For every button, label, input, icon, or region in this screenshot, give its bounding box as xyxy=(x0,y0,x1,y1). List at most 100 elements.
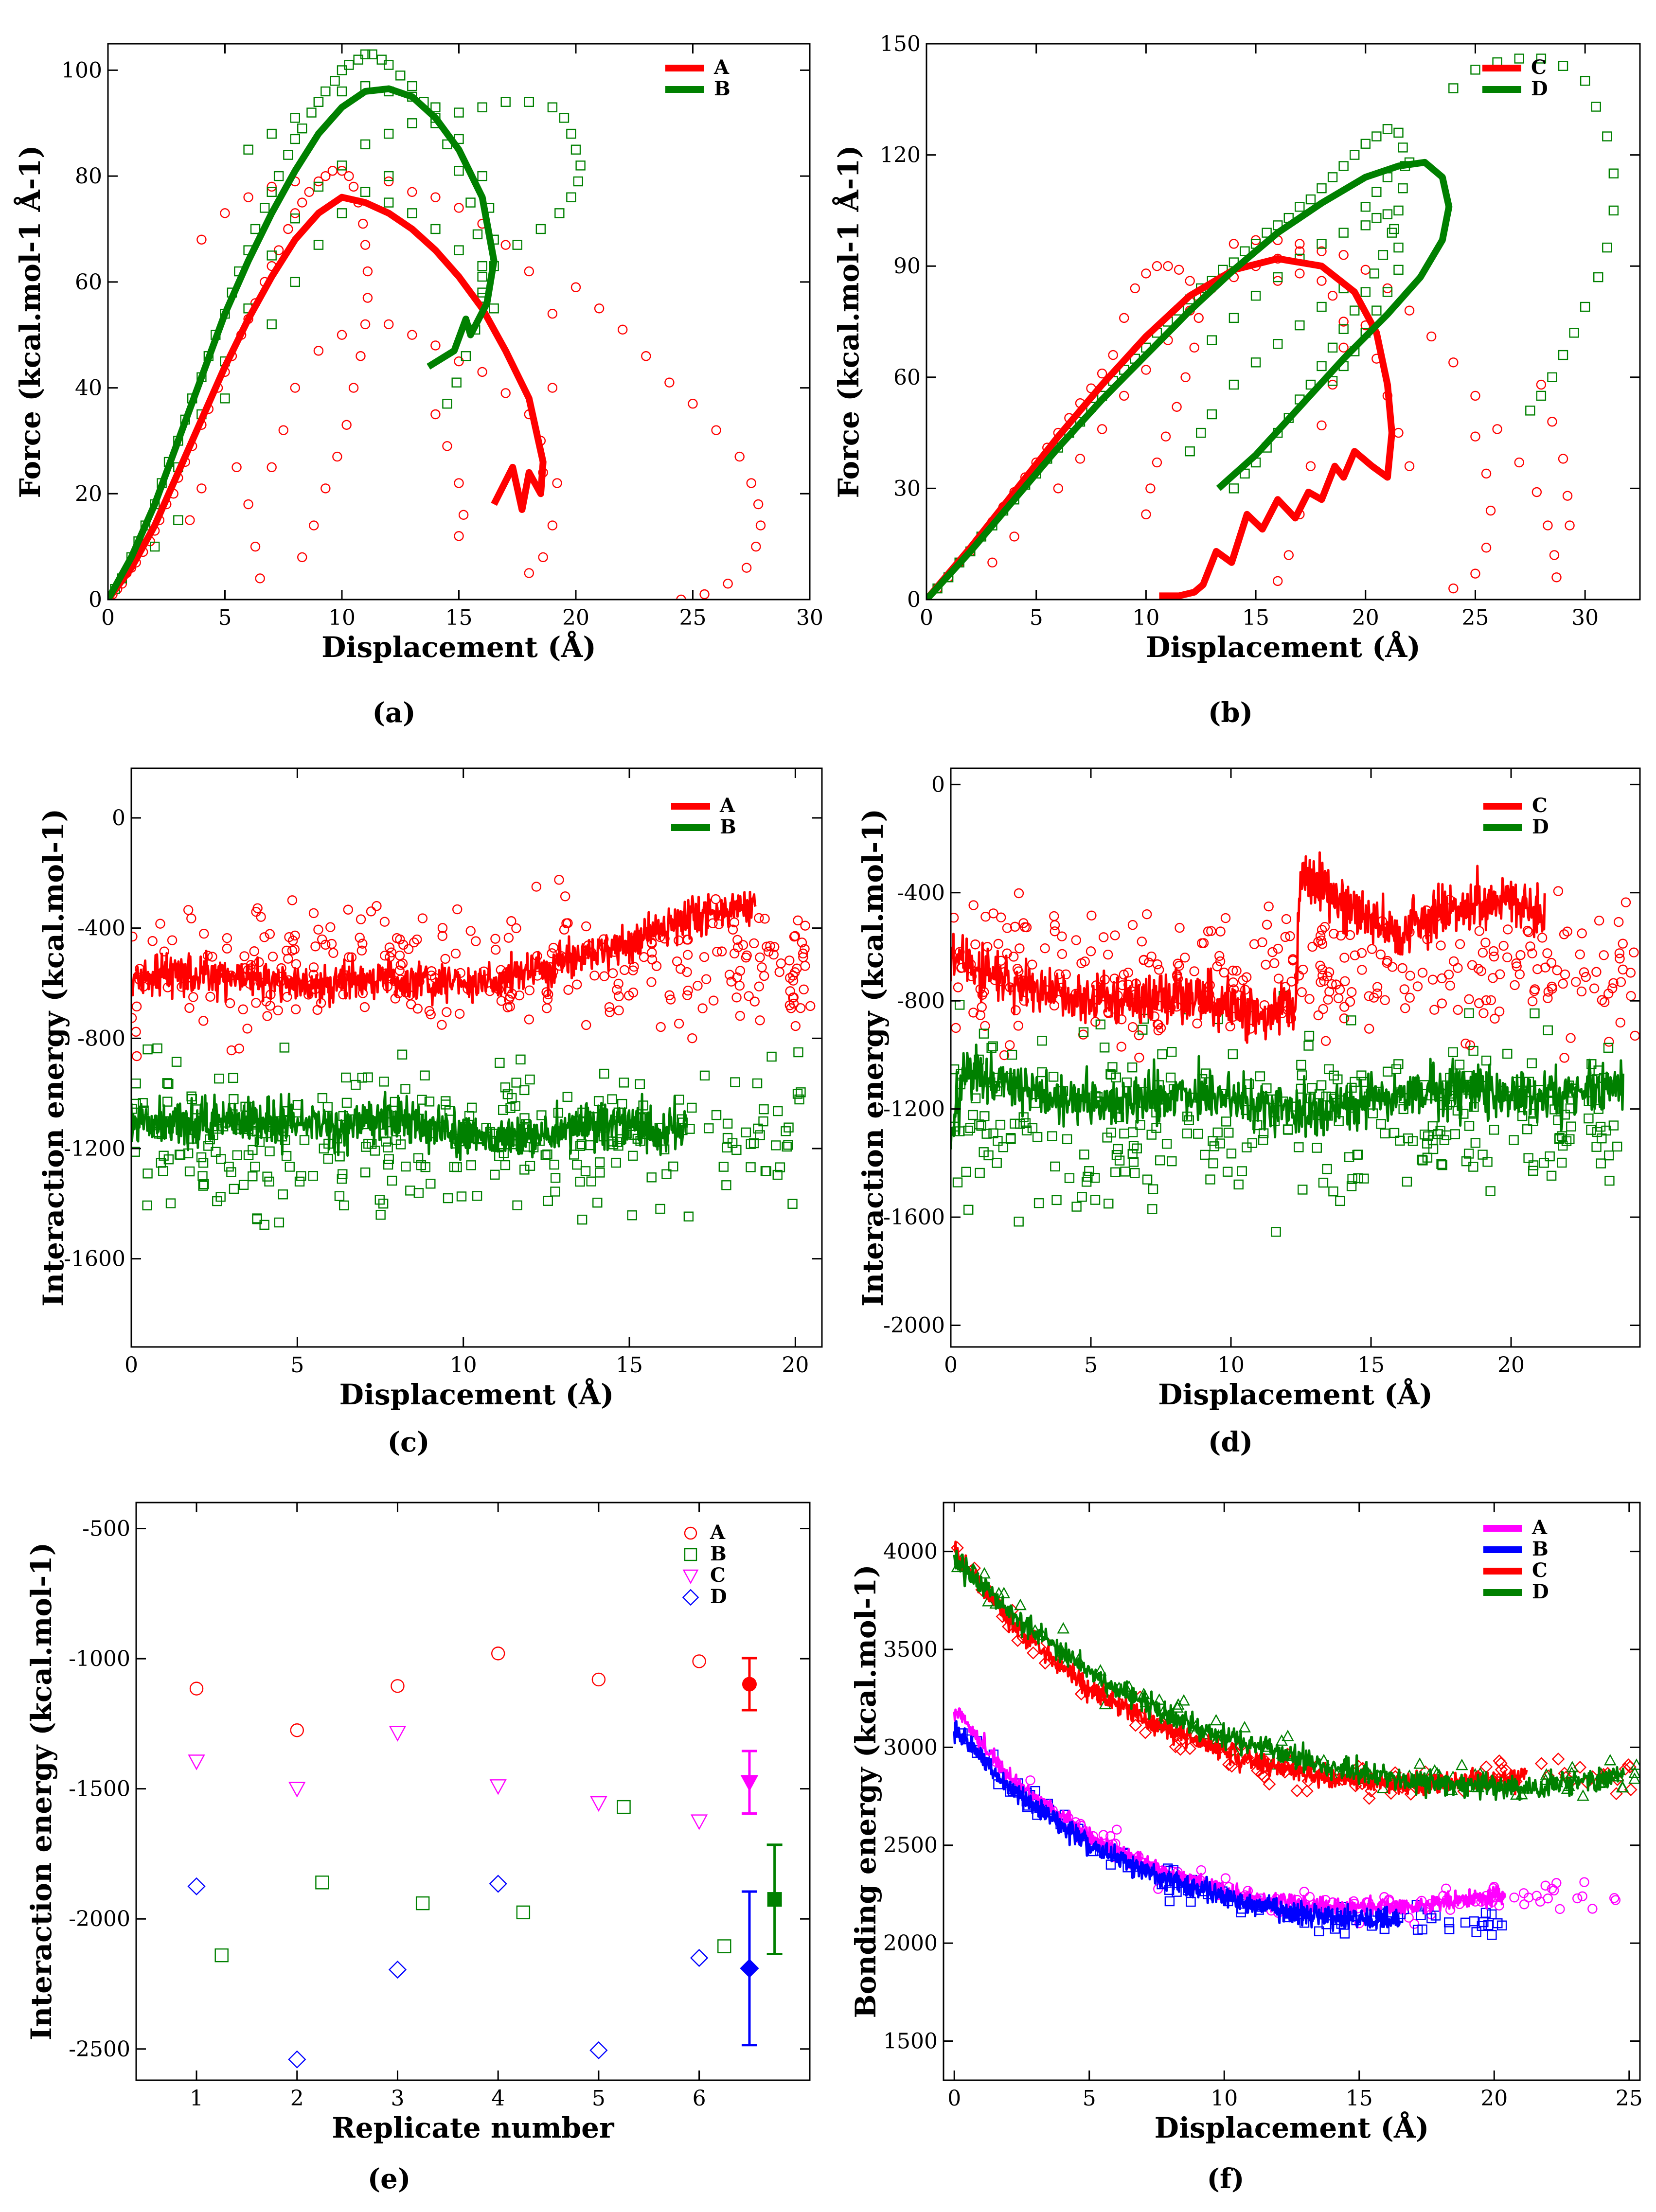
data-point xyxy=(1603,1753,1617,1766)
x-tick-label: 20 xyxy=(1480,2086,1508,2111)
data-point xyxy=(1549,550,1560,560)
data-point xyxy=(1612,1141,1622,1152)
data-point xyxy=(477,367,487,377)
data-point xyxy=(1629,947,1639,957)
data-point xyxy=(472,229,483,240)
data-point xyxy=(454,245,464,255)
data-point xyxy=(207,952,217,962)
data-point xyxy=(1167,1046,1177,1057)
data-point xyxy=(699,952,710,962)
data-point xyxy=(1132,1143,1142,1153)
plot-area xyxy=(187,1646,783,2069)
data-point xyxy=(755,520,766,531)
data-point xyxy=(1283,550,1294,560)
data-point xyxy=(196,1152,207,1163)
data-point xyxy=(1360,265,1371,275)
y-axis-label: Force (kcal.mol-1 Å-1) xyxy=(14,145,47,498)
data-point xyxy=(1051,1195,1062,1205)
data-point xyxy=(1112,1824,1122,1835)
data-point xyxy=(693,981,703,991)
data-point xyxy=(1471,1927,1481,1937)
data-point xyxy=(1527,948,1537,958)
data-point xyxy=(547,308,558,319)
data-point xyxy=(1599,950,1609,960)
data-point xyxy=(619,965,630,975)
data-point xyxy=(184,1003,195,1013)
data-point xyxy=(1393,265,1404,275)
data-point xyxy=(1300,1785,1314,1798)
data-point xyxy=(1280,932,1290,942)
data-point xyxy=(1295,246,1305,256)
scatter-a xyxy=(131,875,816,1062)
data-point xyxy=(1319,921,1330,932)
data-point xyxy=(1127,1022,1138,1032)
data-point xyxy=(131,1026,141,1037)
data-point xyxy=(163,1079,174,1089)
legend-label: B xyxy=(720,815,736,838)
data-point xyxy=(1304,1030,1315,1041)
data-point xyxy=(1502,952,1513,963)
data-point xyxy=(1128,1141,1139,1151)
data-point xyxy=(1130,283,1140,294)
data-point xyxy=(1454,1060,1465,1070)
data-point xyxy=(682,950,693,960)
x-tick-label: 25 xyxy=(1616,2086,1643,2111)
data-point xyxy=(514,990,525,1001)
data-point xyxy=(267,319,277,330)
data-point xyxy=(1519,1899,1530,1910)
data-point xyxy=(541,987,552,997)
data-point xyxy=(687,1033,697,1044)
data-point xyxy=(1180,953,1190,963)
data-point xyxy=(572,1160,582,1170)
data-point xyxy=(394,965,405,975)
data-point xyxy=(1327,290,1338,301)
data-point xyxy=(592,1198,603,1208)
data-point xyxy=(970,939,980,950)
legend: AB xyxy=(671,794,736,838)
data-point xyxy=(131,1147,140,1157)
scatter-a xyxy=(108,166,766,600)
data-point xyxy=(1360,220,1371,230)
data-point xyxy=(641,351,651,361)
data-point xyxy=(1344,1152,1354,1162)
data-point xyxy=(1160,431,1171,442)
y-tick-label: 60 xyxy=(893,365,921,390)
data-point xyxy=(595,1168,605,1178)
data-point xyxy=(1228,1049,1238,1060)
data-point xyxy=(1481,468,1492,479)
data-point xyxy=(979,1028,989,1039)
data-point xyxy=(159,1150,169,1161)
data-point xyxy=(1382,287,1393,297)
data-point xyxy=(142,1200,152,1211)
data-point xyxy=(188,992,198,1002)
data-point xyxy=(1229,483,1239,494)
data-point xyxy=(1613,917,1624,927)
data-point xyxy=(1317,924,1327,935)
data-point xyxy=(267,462,277,473)
data-point xyxy=(731,992,742,1003)
mean-marker xyxy=(740,1775,759,1792)
data-point xyxy=(773,1106,783,1116)
data-point xyxy=(1437,1160,1447,1170)
chart-panel-e: 1 2 3 4 5 6 -500 -1000 -1500 -2000 -2500 Replicate … xyxy=(25,1502,811,2195)
data-point xyxy=(1387,962,1398,972)
data-point xyxy=(1020,922,1030,932)
data-point xyxy=(722,1118,733,1129)
data-point xyxy=(788,971,798,981)
data-point xyxy=(1393,127,1404,138)
data-point xyxy=(805,1001,816,1011)
data-point xyxy=(613,1140,623,1151)
data-point xyxy=(337,160,347,171)
data-point xyxy=(755,1130,765,1140)
data-point xyxy=(570,144,581,155)
data-point xyxy=(413,1188,424,1198)
data-point xyxy=(784,956,795,966)
data-point xyxy=(516,1054,526,1065)
data-point xyxy=(685,1124,695,1134)
data-point xyxy=(524,1014,534,1025)
data-point xyxy=(1317,301,1327,312)
data-point xyxy=(1018,918,1029,928)
data-point xyxy=(524,97,534,107)
data-point xyxy=(1231,966,1242,976)
data-point xyxy=(525,1161,535,1171)
